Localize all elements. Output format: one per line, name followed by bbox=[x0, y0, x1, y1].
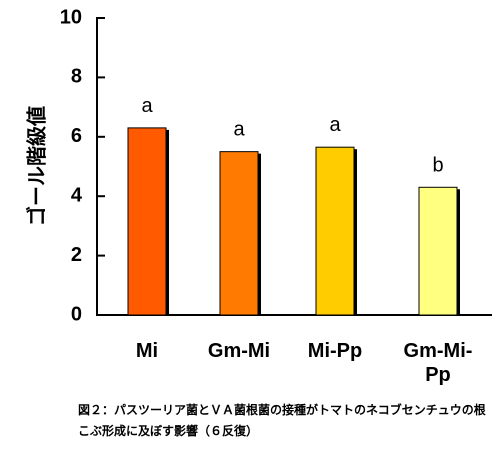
y-tick-label: 6 bbox=[71, 125, 82, 147]
x-category-label: Gm-Mi bbox=[208, 340, 270, 362]
y-tick-label: 8 bbox=[71, 66, 82, 88]
figure-caption: 図２：パスツーリア菌とＶＡ菌根菌の接種がトマトのネコブセンチュウの根こぶ形成に及… bbox=[78, 403, 486, 438]
y-axis-title: ゴール階級値 bbox=[25, 106, 49, 226]
bar-data-label: a bbox=[141, 95, 153, 117]
bar-gm-mi-pp bbox=[418, 186, 458, 316]
bars bbox=[127, 127, 460, 316]
x-category-label: Gm-Mi-Pp bbox=[404, 340, 473, 386]
bar-data-label: a bbox=[233, 119, 245, 141]
x-category-label: Mi bbox=[136, 340, 158, 362]
bar-mi bbox=[127, 127, 167, 316]
bar-mi-pp bbox=[315, 146, 355, 316]
x-category-label: Mi-Pp bbox=[308, 340, 362, 362]
bar-gm-mi bbox=[219, 151, 259, 316]
data-labels: a a a b bbox=[141, 95, 443, 176]
bar-data-label: b bbox=[432, 154, 443, 176]
y-tick-label: 0 bbox=[71, 303, 82, 325]
y-tick-label: 4 bbox=[71, 184, 83, 206]
y-tick-label: 10 bbox=[60, 6, 82, 28]
y-ticks: 0 2 4 6 8 10 bbox=[60, 6, 105, 325]
category-labels: Mi Gm-Mi Mi-Pp Gm-Mi-Pp bbox=[136, 340, 473, 386]
bar-data-label: a bbox=[329, 114, 341, 136]
y-axis-title-group: ゴール階級値 bbox=[25, 106, 49, 226]
y-tick-label: 2 bbox=[71, 244, 82, 266]
